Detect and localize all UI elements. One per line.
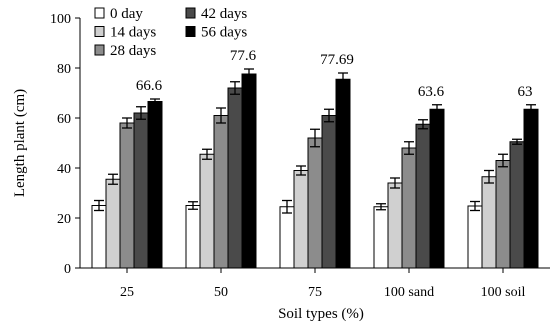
data-label: 63 (518, 84, 533, 100)
bar (335, 78, 351, 269)
bar (429, 108, 445, 269)
bar (91, 205, 107, 269)
legend-swatch (185, 26, 196, 37)
data-label: 77.6 (230, 48, 257, 64)
bar (321, 115, 337, 269)
legend-swatch (94, 44, 105, 56)
axes: 0 20 40 60 80 100 25 50 75 100 sand 100 soil (50, 12, 550, 300)
bar (279, 206, 295, 269)
y-tick-label: 60 (57, 112, 71, 127)
y-axis-title: Length plant (cm) (12, 89, 28, 197)
legend: 0 day 14 days 28 days 42 days 56 days (94, 6, 247, 59)
x-tick-label: 100 sand (384, 285, 434, 300)
y-tick-label: 0 (64, 262, 71, 277)
legend-label: 0 day (110, 6, 143, 22)
bar (387, 182, 403, 269)
x-tick-label: 25 (120, 285, 134, 300)
y-tick-label: 40 (57, 162, 71, 177)
bar (133, 112, 149, 269)
bar (105, 178, 121, 269)
bar (401, 147, 417, 269)
bars (91, 68, 539, 269)
bar (199, 153, 215, 269)
x-tick-label: 50 (214, 285, 228, 300)
legend-label: 28 days (110, 43, 156, 59)
legend-label: 14 days (110, 25, 156, 41)
bar (241, 73, 257, 269)
legend-swatch (94, 26, 105, 37)
bar (495, 160, 511, 269)
bar (147, 101, 163, 269)
bar (523, 108, 539, 269)
x-tick-label: 100 soil (481, 285, 526, 300)
data-label: 63.6 (418, 84, 445, 100)
data-label: 66.6 (136, 78, 163, 94)
y-tick-label: 20 (57, 212, 71, 227)
legend-swatch (94, 7, 105, 19)
bar (213, 115, 229, 269)
bar (307, 137, 323, 269)
y-tick-label: 100 (50, 12, 71, 27)
bar (481, 176, 497, 269)
bar (185, 205, 201, 269)
x-tick-label: 75 (308, 285, 322, 300)
legend-swatch (185, 7, 196, 19)
bar (467, 205, 483, 269)
x-axis-title: Soil types (%) (278, 306, 364, 322)
bar (509, 141, 525, 269)
bar (415, 123, 431, 269)
bar (227, 87, 243, 269)
legend-label: 42 days (201, 6, 247, 22)
data-label: 77.69 (320, 52, 354, 68)
bar (373, 206, 389, 269)
legend-label: 56 days (201, 25, 247, 41)
data-labels: 66.6 77.6 77.69 63.6 63 (136, 48, 533, 100)
bar (293, 170, 309, 269)
y-tick-label: 80 (57, 62, 71, 77)
bar (119, 122, 135, 269)
